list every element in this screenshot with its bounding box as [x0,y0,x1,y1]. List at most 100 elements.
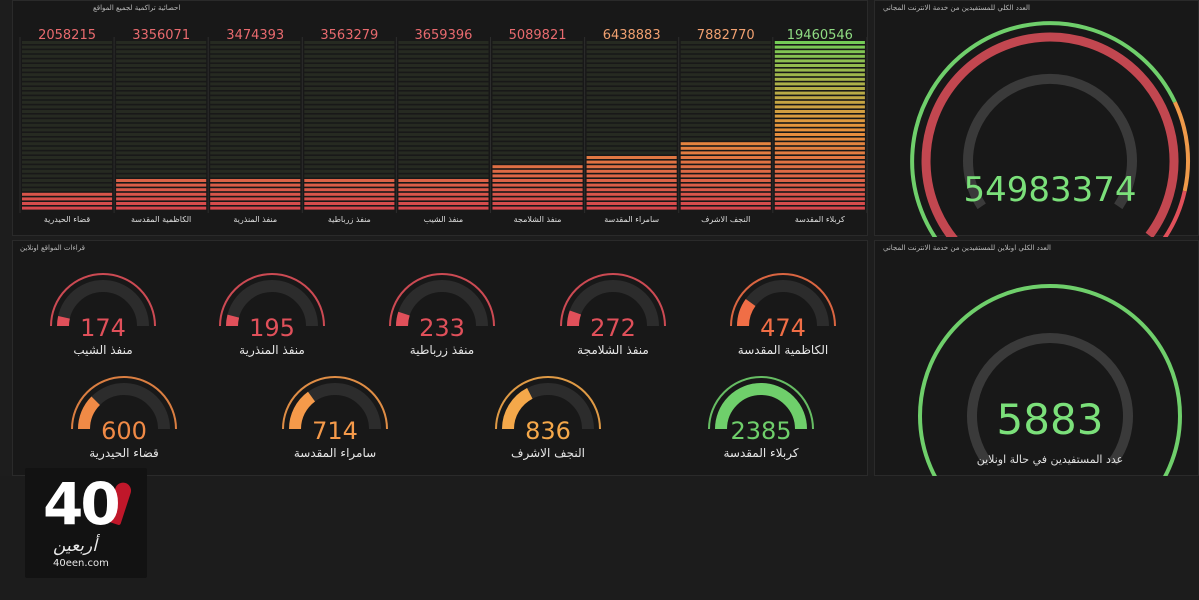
bar-segment [586,169,677,173]
bar-track-segment [680,45,771,49]
bar-track-segment [304,68,395,72]
bar-segment [586,160,677,164]
bar-track-segment [304,77,395,81]
gauge-arc-red [1162,190,1187,237]
logo-script: أربعين [53,536,97,556]
bar-track-segment [492,114,583,118]
bar-column [774,41,865,210]
bar-track-segment [492,41,583,44]
total-beneficiaries-title: العدد الكلي للمستفيدين من خدمة الانترنت … [883,4,1030,12]
bar-track-segment [492,133,583,136]
online-gauge: 5883 عدد المستفيدين في حالة اونلاين [918,284,1182,477]
bar-track-segment [680,68,771,72]
bar-track-segment [22,50,113,54]
gauge-fill [57,315,70,327]
bar-segment [398,202,489,205]
bar-track-segment [22,174,113,178]
bar-track-segment [116,105,207,109]
footer-background [0,476,1199,600]
gauge-label: منفذ الشيب [73,343,132,357]
bar-segment [774,151,865,155]
bar-track-segment [398,128,489,132]
bar-segment [398,197,489,201]
bar-column [398,41,489,210]
bar-category-label: الكاظمية المقدسة [131,215,191,224]
bar-track-segment [210,41,301,44]
bar-segment [774,87,865,90]
gauge-threshold-ring [389,273,495,327]
bar-track-segment [116,59,207,63]
bar-track-segment [586,151,677,155]
bar-segment [304,192,395,196]
bar-track-segment [210,160,301,164]
bar-track-segment [22,133,113,136]
bar-value-label: 19460546 [787,28,853,43]
bar-segment [774,54,865,58]
bar-track-segment [210,151,301,155]
bar-track-segment [586,73,677,77]
bar-value-label: 3356071 [132,28,190,43]
bar-segment [680,197,771,201]
bar-segment [586,192,677,196]
bar-track-segment [586,45,677,49]
bar-track-segment [398,174,489,178]
bar-segment [492,197,583,201]
bar-track-segment [22,179,113,182]
bar-segment [586,188,677,192]
bar-track-segment [22,91,113,95]
bar-segment [210,188,301,192]
bar-category-label: قضاء الحيدرية [44,215,90,224]
bar-track-segment [210,100,301,104]
bar-segment [774,110,865,113]
gauge-label: منفذ الشلامجة [577,343,649,357]
bar-segment [774,202,865,205]
bar-track-segment [492,77,583,81]
gauge-track [226,280,318,327]
bar-track-segment [398,73,489,77]
bar-track-segment [304,64,395,67]
bar-segment [774,160,865,164]
bar-segment [116,192,207,196]
bar-track-segment [210,110,301,113]
bar-segment [116,179,207,182]
bar-segment [210,179,301,182]
bar-track-segment [304,82,395,86]
online-beneficiaries-title: العدد الكلي اونلاين للمستفيدين من خدمة ا… [883,244,1051,252]
bar-track-segment [116,64,207,67]
gauge-fill [567,310,582,327]
bar-segment [492,174,583,178]
bar-segment [774,192,865,196]
bar-track-segment [398,142,489,146]
bar-track-segment [116,133,207,136]
bar-segment [398,192,489,196]
bar-segment [774,82,865,86]
gauge-value: 600 [101,417,147,445]
bar-track-segment [492,123,583,127]
bar-value-label: 2058215 [38,28,96,43]
gauge-value: 174 [80,314,126,342]
bar-track-segment [116,165,207,169]
bar-track-segment [116,96,207,100]
bar-segment [398,206,489,210]
bar-track-segment [116,123,207,127]
bar-track-segment [210,142,301,146]
bar-segment [774,77,865,81]
bar-track-segment [210,87,301,90]
bar-track-segment [492,68,583,72]
bar-track-segment [22,73,113,77]
bar-track-segment [210,77,301,81]
bar-track-segment [304,114,395,118]
bar-track-segment [492,119,583,123]
bar-track-segment [680,137,771,141]
bar-track-segment [586,123,677,127]
bar-segment [680,151,771,155]
bar-track-segment [586,133,677,136]
gauge-value: 2385 [730,417,791,445]
bar-track-segment [492,146,583,150]
bar-segment [774,45,865,49]
bar-column [680,41,771,210]
bar-track-segment [116,45,207,49]
